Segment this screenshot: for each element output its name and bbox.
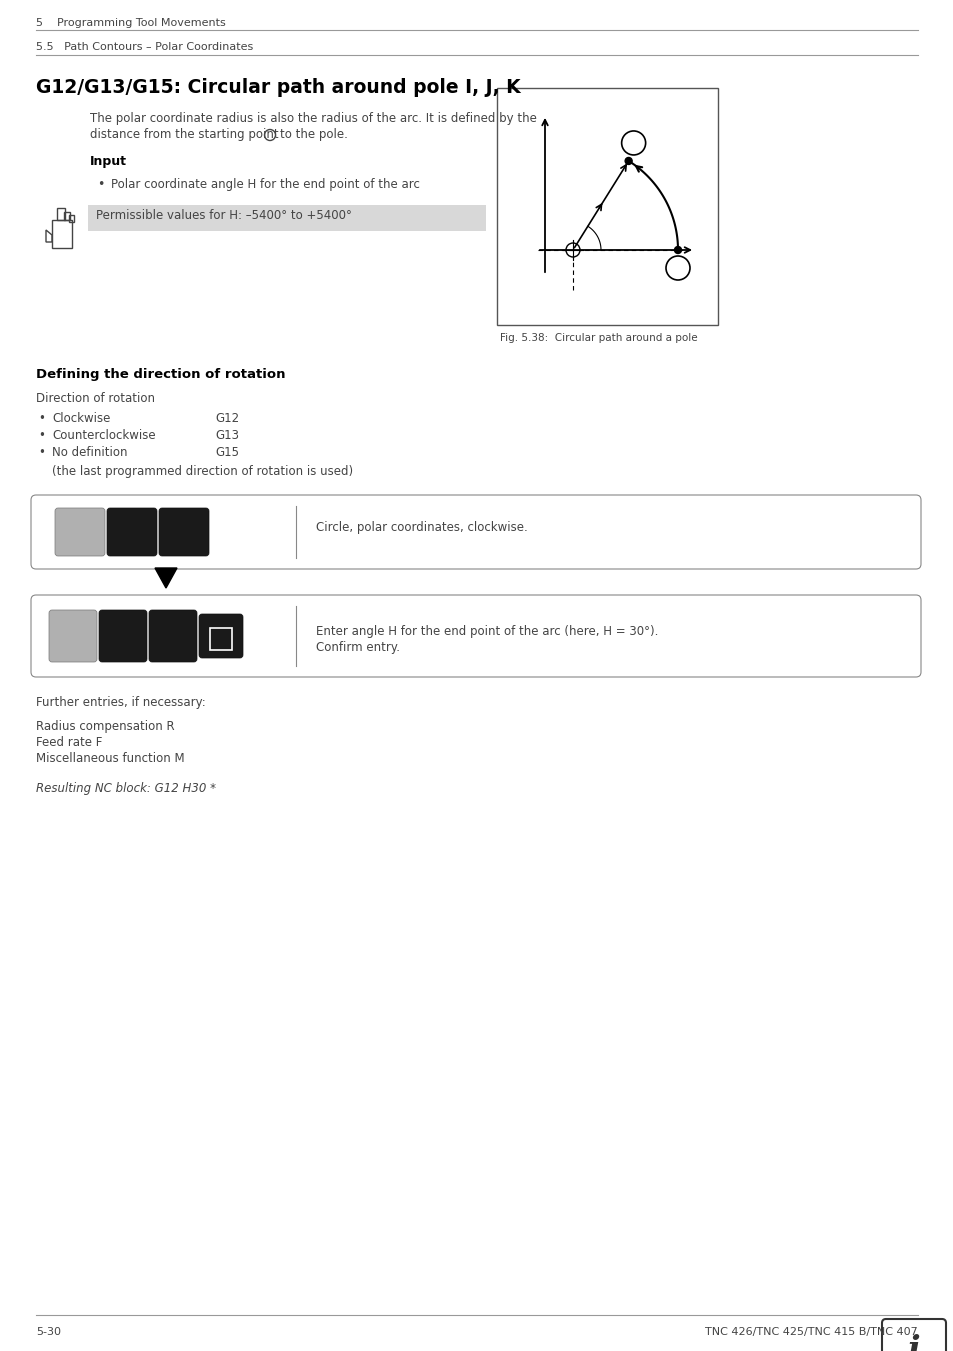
FancyBboxPatch shape — [159, 508, 209, 557]
Text: Circle, polar coordinates, clockwise.: Circle, polar coordinates, clockwise. — [315, 520, 527, 534]
Text: Defining the direction of rotation: Defining the direction of rotation — [36, 367, 285, 381]
Text: 5.5   Path Contours – Polar Coordinates: 5.5 Path Contours – Polar Coordinates — [36, 42, 253, 51]
FancyBboxPatch shape — [99, 611, 147, 662]
Circle shape — [624, 158, 632, 165]
FancyBboxPatch shape — [149, 611, 196, 662]
Text: G12: G12 — [214, 412, 239, 426]
Text: Miscellaneous function M: Miscellaneous function M — [36, 753, 185, 765]
Bar — [497, 88, 718, 326]
Text: (the last programmed direction of rotation is used): (the last programmed direction of rotati… — [52, 465, 353, 478]
Text: Clockwise: Clockwise — [52, 412, 111, 426]
Text: i: i — [906, 1335, 920, 1351]
Text: •: • — [97, 178, 104, 190]
Text: TNC 426/TNC 425/TNC 415 B/TNC 407: TNC 426/TNC 425/TNC 415 B/TNC 407 — [704, 1327, 917, 1337]
Text: G15: G15 — [214, 446, 239, 459]
Text: G12/G13/G15: Circular path around pole I, J, K: G12/G13/G15: Circular path around pole I… — [36, 78, 520, 97]
Text: •: • — [38, 446, 45, 459]
FancyBboxPatch shape — [882, 1319, 945, 1351]
Bar — [88, 205, 485, 231]
FancyBboxPatch shape — [199, 613, 243, 658]
Text: Feed rate F: Feed rate F — [36, 736, 102, 748]
Text: •: • — [38, 412, 45, 426]
Text: Enter angle H for the end point of the arc (here, H = 30°).: Enter angle H for the end point of the a… — [315, 626, 658, 639]
Text: Input: Input — [90, 155, 127, 168]
Text: Fig. 5.38:  Circular path around a pole: Fig. 5.38: Circular path around a pole — [499, 332, 697, 343]
Text: •: • — [38, 430, 45, 442]
Text: The polar coordinate radius is also the radius of the arc. It is defined by the: The polar coordinate radius is also the … — [90, 112, 537, 126]
Circle shape — [674, 246, 680, 254]
Text: Further entries, if necessary:: Further entries, if necessary: — [36, 696, 206, 709]
Text: to the pole.: to the pole. — [280, 128, 348, 141]
FancyBboxPatch shape — [30, 494, 920, 569]
Text: No definition: No definition — [52, 446, 128, 459]
Text: Resulting NC block: G12 H30 *: Resulting NC block: G12 H30 * — [36, 782, 215, 794]
Text: 5    Programming Tool Movements: 5 Programming Tool Movements — [36, 18, 226, 28]
Text: Counterclockwise: Counterclockwise — [52, 430, 155, 442]
FancyBboxPatch shape — [49, 611, 97, 662]
Text: Permissible values for H: –5400° to +5400°: Permissible values for H: –5400° to +540… — [96, 209, 352, 222]
Text: 5-30: 5-30 — [36, 1327, 61, 1337]
Text: G13: G13 — [214, 430, 239, 442]
FancyBboxPatch shape — [30, 594, 920, 677]
Text: Confirm entry.: Confirm entry. — [315, 642, 399, 654]
Polygon shape — [154, 567, 177, 588]
Text: Direction of rotation: Direction of rotation — [36, 392, 154, 405]
FancyBboxPatch shape — [107, 508, 157, 557]
FancyBboxPatch shape — [55, 508, 105, 557]
Text: Radius compensation R: Radius compensation R — [36, 720, 174, 734]
Bar — [210, 628, 232, 650]
Text: Polar coordinate angle H for the end point of the arc: Polar coordinate angle H for the end poi… — [111, 178, 419, 190]
Text: distance from the starting point: distance from the starting point — [90, 128, 278, 141]
